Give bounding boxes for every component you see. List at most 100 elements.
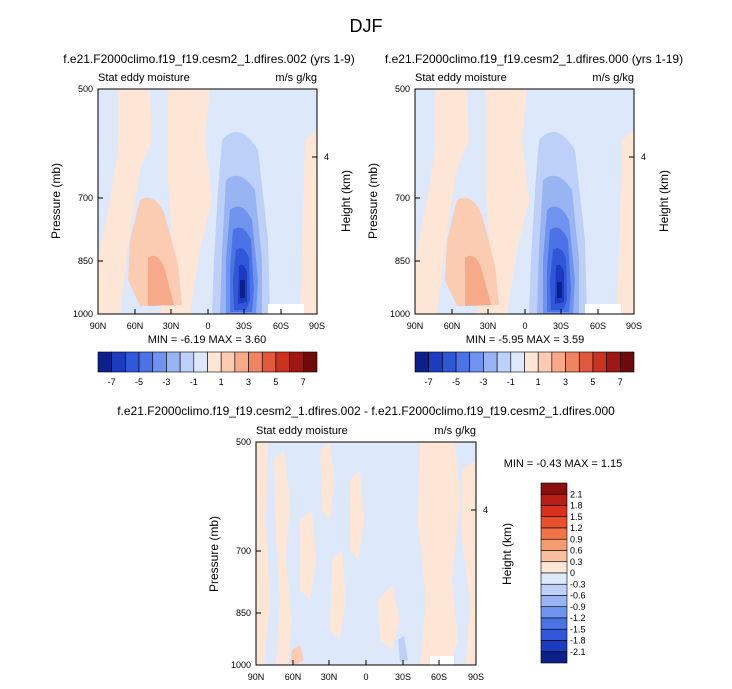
colorbar-label: 0 [570, 568, 575, 578]
colorbar-box [111, 351, 126, 373]
panel-1-ytick: 500 [78, 84, 93, 94]
colorbar-box [540, 583, 568, 596]
panel-2-ytick: 500 [395, 84, 410, 94]
colorbar-label: 1.5 [570, 512, 583, 522]
panel-3-ytick: 700 [236, 546, 251, 556]
colorbar-box [578, 351, 594, 373]
colorbar-label: -0.6 [570, 591, 586, 601]
panel-3-xtick: 90S [468, 672, 484, 682]
colorbar-label: -3 [479, 377, 487, 387]
colorbar-box [540, 651, 568, 664]
colorbar-box [303, 351, 318, 373]
panel-2-right-label: m/s g/kg [592, 72, 634, 84]
colorbar-box [620, 351, 635, 373]
panel-3-ytick-right: 4 [483, 505, 488, 515]
panel-2-xtick: 0 [522, 321, 527, 331]
colorbar-box [179, 351, 195, 373]
colorbar-box [540, 606, 568, 619]
colorbar-label: -1 [190, 377, 198, 387]
colorbar-label: -5 [452, 377, 460, 387]
panel-3-xtick: 60N [285, 672, 302, 682]
panel-2-xtick: 30S [553, 321, 569, 331]
panel-1-ytick-right: 4 [324, 152, 329, 162]
panel-1-ylabel-right: Height (km) [339, 170, 353, 232]
panel-2-ytick: 850 [395, 256, 410, 266]
colorbar-box [275, 351, 290, 373]
panel-1-xtick: 0 [205, 321, 210, 331]
panel-3-minmax: MIN = -0.43 MAX = 1.15 [504, 458, 623, 470]
colorbar-box [97, 351, 112, 373]
panel-2-ytick-right: 4 [641, 152, 646, 162]
colorbar-box [428, 351, 443, 373]
panel-1-colorbar: -7 -5 -3 -1 1 3 5 7 [97, 351, 318, 387]
colorbar-box [510, 351, 525, 373]
panel-1-ylabel: Pressure (mb) [49, 163, 63, 239]
colorbar-label: -0.9 [570, 602, 586, 612]
colorbar-box [207, 351, 222, 373]
panel-3-title: f.e21.F2000climo.f19_f19.cesm2_1.dfires.… [117, 404, 615, 418]
colorbar-label: 0.6 [570, 546, 583, 556]
panel-1-xtick: 90N [90, 321, 107, 331]
panel-3-ytick: 850 [236, 608, 251, 618]
colorbar-box [496, 351, 512, 373]
panel-3-right-label: m/s g/kg [434, 425, 476, 437]
panel-2-left-label: Stat eddy moisture [415, 72, 507, 84]
panel-1-right-label: m/s g/kg [275, 72, 317, 84]
colorbar-box [125, 351, 140, 373]
colorbar-box [540, 561, 568, 574]
colorbar-box [540, 640, 568, 653]
colorbar-label: -1.2 [570, 613, 586, 623]
colorbar-label: 5 [273, 377, 278, 387]
figure-title: DJF [350, 16, 383, 36]
colorbar-box [442, 351, 457, 373]
colorbar-label: 7 [618, 377, 623, 387]
panel-1: f.e21.F2000climo.f19_f19.cesm2_1.dfires.… [49, 52, 355, 387]
colorbar-box [540, 493, 568, 506]
panel-2-field [415, 89, 634, 314]
panel-3: f.e21.F2000climo.f19_f19.cesm2_1.dfires.… [117, 404, 622, 682]
colorbar-box [606, 351, 621, 373]
colorbar-label: 1.2 [570, 523, 583, 533]
colorbar-box [248, 351, 263, 373]
colorbar-box [565, 351, 580, 373]
colorbar-box [455, 351, 471, 373]
panel-3-left-label: Stat eddy moisture [256, 425, 348, 437]
colorbar-label: 3 [563, 377, 568, 387]
colorbar-box [138, 351, 154, 373]
colorbar-box [193, 351, 208, 373]
colorbar-label: -5 [135, 377, 143, 387]
colorbar-label: -3 [162, 377, 170, 387]
colorbar-box [540, 595, 568, 608]
colorbar-label: 2.1 [570, 489, 583, 499]
colorbar-box [414, 351, 429, 373]
panel-2-ylabel-right: Height (km) [657, 170, 671, 232]
colorbar-box [540, 572, 568, 585]
panel-3-colorbar: 2.11.81.51.20.90.60.30-0.3-0.6-0.9-1.2-1… [540, 482, 586, 664]
colorbar-box [234, 351, 249, 373]
panel-1-xtick: 90S [309, 321, 325, 331]
panel-1-ytick: 700 [78, 193, 93, 203]
colorbar-box [220, 351, 236, 373]
colorbar-box [540, 628, 568, 641]
panel-1-ytick: 850 [78, 256, 93, 266]
panel-3-field [256, 442, 476, 665]
colorbar-box [289, 351, 304, 373]
colorbar-label: -2.1 [570, 647, 586, 657]
panel-2: f.e21.F2000climo.f19_f19.cesm2_1.dfires.… [366, 52, 683, 387]
colorbar-box [540, 617, 568, 630]
colorbar-box [483, 351, 498, 373]
panel-1-title: f.e21.F2000climo.f19_f19.cesm2_1.dfires.… [63, 52, 354, 66]
colorbar-box [540, 505, 568, 518]
colorbar-box [551, 351, 566, 373]
colorbar-label: -1.8 [570, 636, 586, 646]
colorbar-label: 7 [301, 377, 306, 387]
panel-2-xtick: 90S [626, 321, 642, 331]
panel-3-xtick: 90N [248, 672, 265, 682]
panel-1-xtick: 60S [273, 321, 289, 331]
colorbar-box [592, 351, 607, 373]
colorbar-label: -1.5 [570, 624, 586, 634]
colorbar-box [540, 550, 568, 563]
panel-1-left-label: Stat eddy moisture [98, 72, 190, 84]
colorbar-box [537, 351, 553, 373]
